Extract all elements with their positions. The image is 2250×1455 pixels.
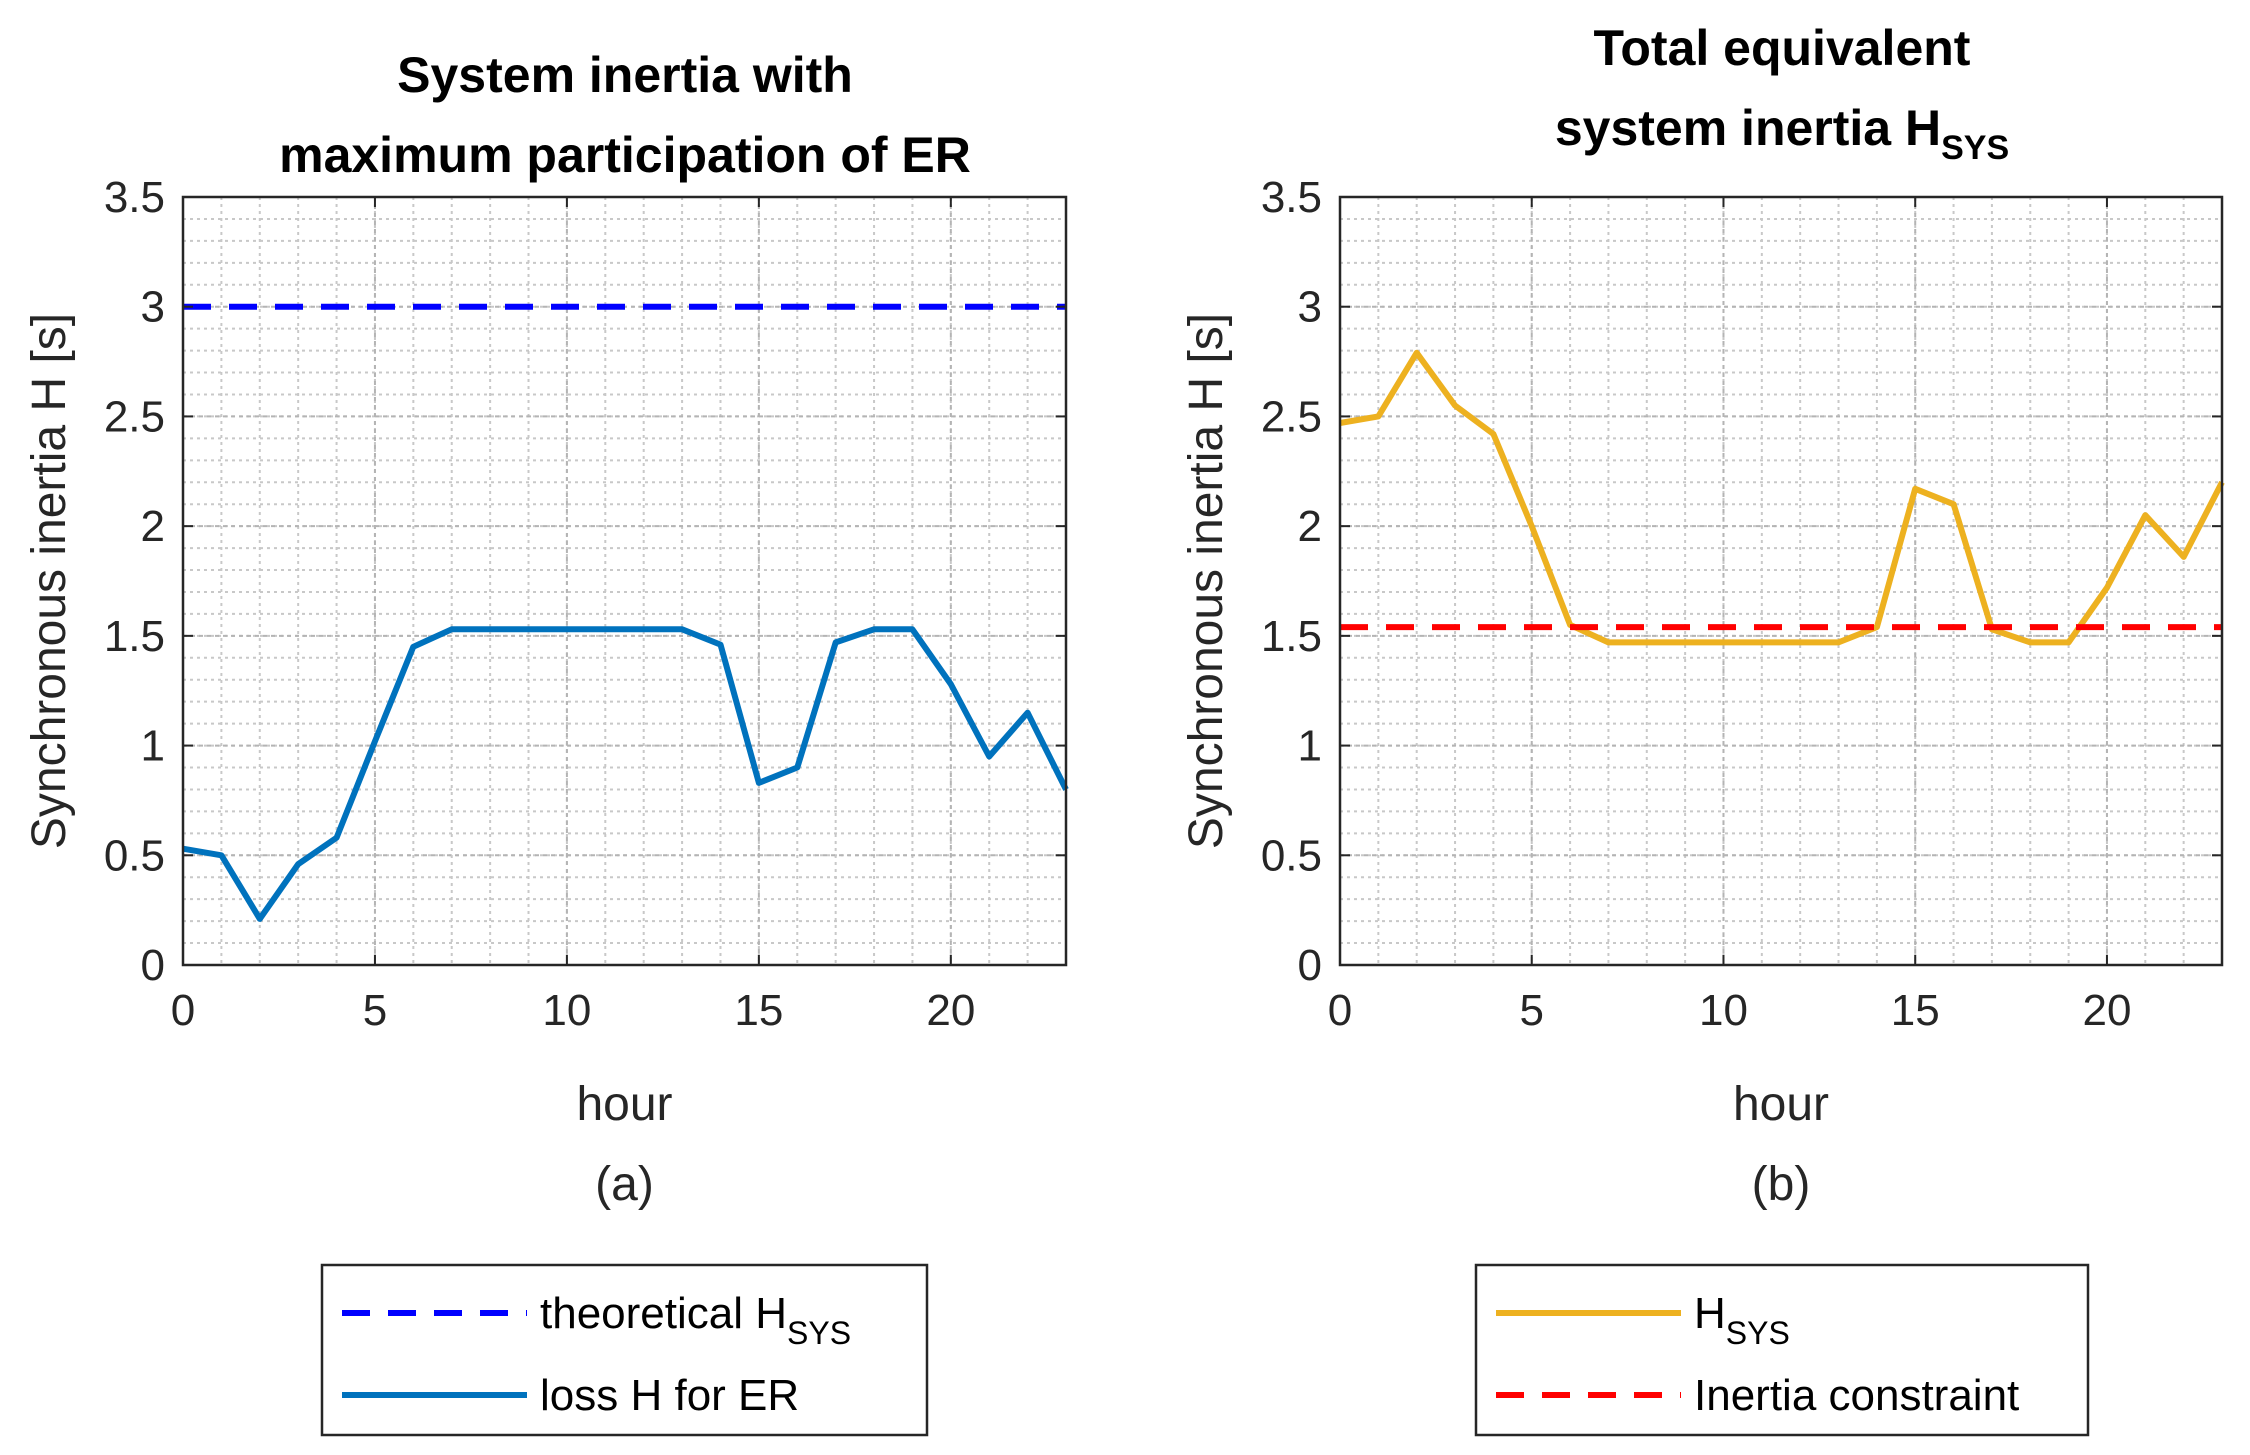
y-axis-label: Synchronous inertia H [s] <box>23 313 76 849</box>
y-tick-label: 3 <box>1298 283 1322 332</box>
plot-area <box>1340 197 2222 965</box>
plot-area <box>183 197 1066 965</box>
panel-caption: (a) <box>595 1158 654 1211</box>
y-tick-label: 3 <box>141 283 165 332</box>
chart-title-line-2: maximum participation of ER <box>279 127 971 183</box>
legend: HSYS Inertia constraint <box>1474 1263 2090 1437</box>
x-tick-label: 10 <box>542 986 591 1035</box>
y-tick-label: 2.5 <box>1261 392 1322 441</box>
series-line-1 <box>1339 349 2225 646</box>
y-tick-label: 0 <box>141 941 165 990</box>
legend: theoretical HSYS loss H for ER <box>320 1263 929 1437</box>
y-tick-label: 3.5 <box>1261 173 1322 222</box>
y-tick-label: 1 <box>141 722 165 771</box>
x-tick-label: 0 <box>171 986 195 1035</box>
y-tick-label: 1 <box>1298 722 1322 771</box>
chart-panel-b: 0 5 10 15 20 0 0.5 1 1.5 2 2.5 3 3.5 hour Synchronous … <box>1180 20 2225 1437</box>
y-tick-label: 0.5 <box>104 831 165 880</box>
series-line-2 <box>182 626 1069 922</box>
panel-caption: (b) <box>1752 1158 1811 1211</box>
y-tick-label: 3.5 <box>104 173 165 222</box>
axes-box <box>181 195 1068 967</box>
legend-box <box>1474 1263 2090 1437</box>
y-tick-label: 0 <box>1298 941 1322 990</box>
y-tick-label: 2.5 <box>104 392 165 441</box>
x-tick-label: 20 <box>2082 986 2131 1035</box>
axes-box <box>1338 195 2224 967</box>
x-tick-label: 0 <box>1328 986 1352 1035</box>
chart-panel-a: 0 5 10 15 20 0 0.5 1 1.5 2 2.5 3 3.5 hour Synchronous … <box>23 47 1069 1437</box>
y-tick-label: 0.5 <box>1261 831 1322 880</box>
chart-title-line-1: System inertia with <box>397 47 853 103</box>
legend-box <box>320 1263 929 1437</box>
x-tick-label: 10 <box>1699 986 1748 1035</box>
x-tick-label: 5 <box>1519 986 1543 1035</box>
x-tick-label: 20 <box>926 986 975 1035</box>
x-axis-label: hour <box>576 1078 672 1131</box>
legend-label-1: theoretical HSYS <box>540 1289 851 1351</box>
y-axis-label: Synchronous inertia H [s] <box>1180 313 1233 849</box>
y-tick-label: 1.5 <box>104 612 165 661</box>
legend-label-2: Inertia constraint <box>1694 1371 2019 1420</box>
y-tick-label: 1.5 <box>1261 612 1322 661</box>
y-tick-label: 2 <box>141 502 165 551</box>
chart-title-line-1: Total equivalent <box>1594 20 1971 76</box>
y-tick-label: 2 <box>1298 502 1322 551</box>
x-tick-label: 15 <box>734 986 783 1035</box>
legend-label-1: HSYS <box>1694 1289 1790 1351</box>
chart-title-line-2: system inertia HSYS <box>1555 100 2009 167</box>
x-tick-label: 15 <box>1891 986 1940 1035</box>
legend-label-2: loss H for ER <box>540 1371 799 1420</box>
x-axis-label: hour <box>1733 1078 1829 1131</box>
x-tick-label: 5 <box>363 986 387 1035</box>
